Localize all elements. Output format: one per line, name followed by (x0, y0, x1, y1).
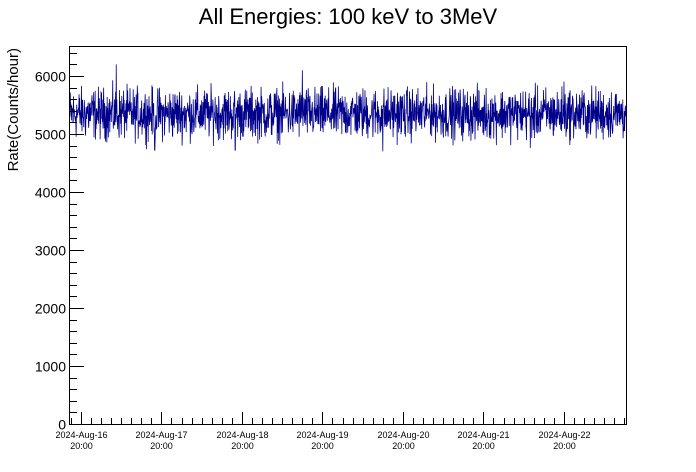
x-tick-time-label: 20:00 (311, 441, 334, 451)
x-tick-date-label: 2024-Aug-21 (457, 430, 509, 440)
series-line (69, 64, 627, 152)
y-axis-label: Rate(Counts/hour) (5, 48, 22, 171)
x-tick-date-label: 2024-Aug-22 (538, 430, 590, 440)
plot-frame (69, 46, 627, 425)
y-tick-label: 1000 (35, 359, 66, 375)
x-tick-date-label: 2024-Aug-18 (216, 430, 268, 440)
x-tick-time-label: 20:00 (150, 441, 173, 451)
x-tick-time-label: 20:00 (70, 441, 93, 451)
chart-title: All Energies: 100 keV to 3MeV (199, 4, 498, 29)
x-tick-date-label: 2024-Aug-17 (135, 430, 187, 440)
y-tick-label: 3000 (35, 243, 66, 259)
y-tick-label: 0 (58, 417, 66, 433)
y-tick-label: 2000 (35, 301, 66, 317)
x-tick-time-label: 20:00 (472, 441, 495, 451)
x-tick-time-label: 20:00 (392, 441, 415, 451)
axes-layer: 01000200030004000500060002024-Aug-1620:0… (35, 53, 625, 451)
y-tick-label: 5000 (35, 127, 66, 143)
x-tick-date-label: 2024-Aug-19 (296, 430, 348, 440)
series-layer (69, 64, 627, 152)
x-tick-time-label: 20:00 (231, 441, 254, 451)
y-tick-label: 4000 (35, 185, 66, 201)
x-tick-time-label: 20:00 (553, 441, 576, 451)
y-tick-label: 6000 (35, 69, 66, 85)
x-tick-date-label: 2024-Aug-20 (377, 430, 429, 440)
x-tick-date-label: 2024-Aug-16 (55, 430, 107, 440)
